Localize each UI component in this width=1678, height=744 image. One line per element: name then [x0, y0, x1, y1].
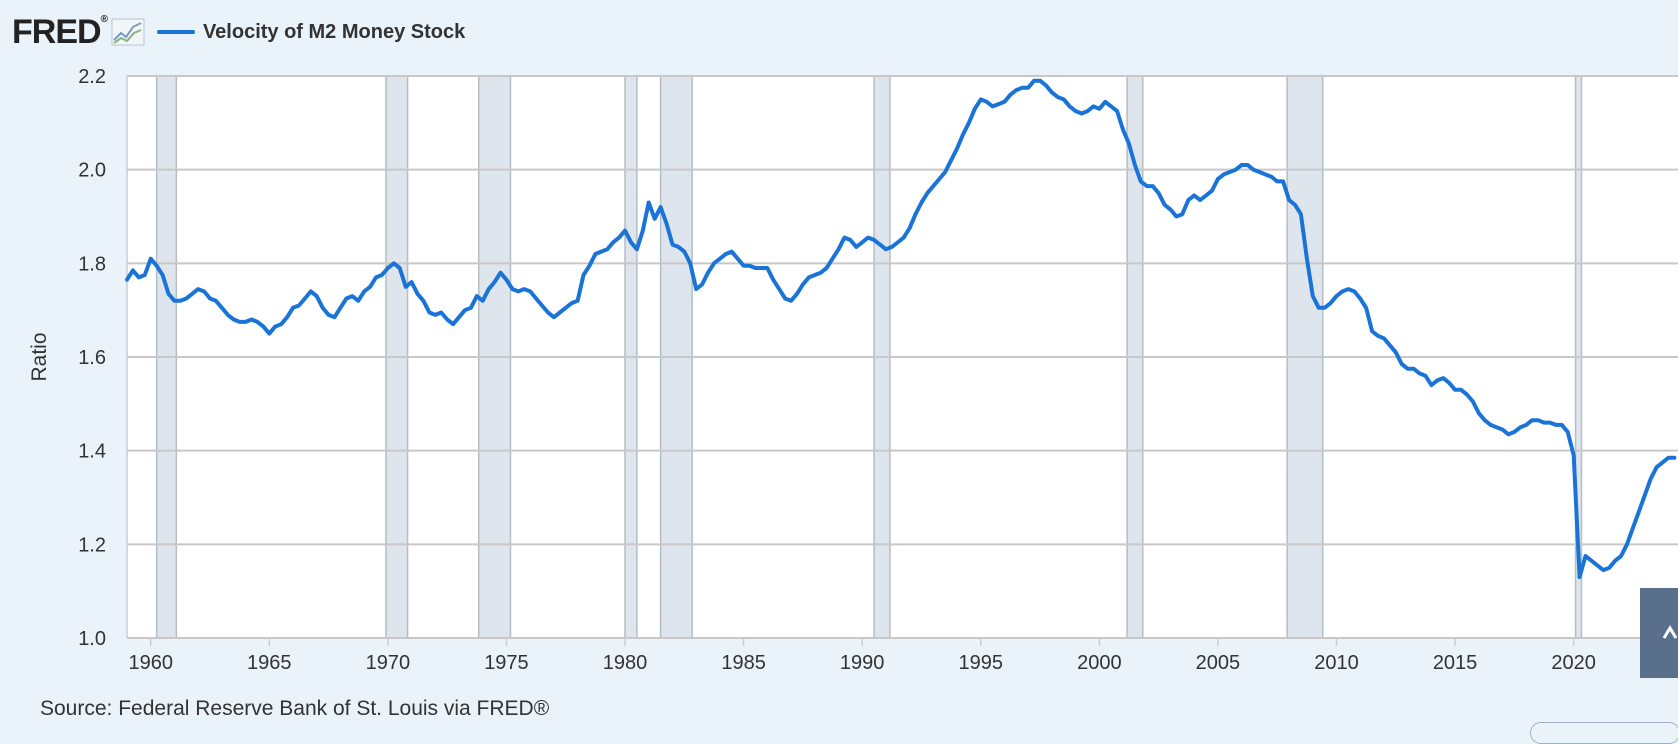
- grid-lines: [126, 75, 1678, 639]
- chart-legend[interactable]: Velocity of M2 Money Stock: [156, 20, 466, 44]
- y-tick-label: 1.4: [78, 441, 106, 463]
- series-line: [125, 78, 1677, 580]
- y-axis-label: Ratio: [28, 332, 51, 381]
- y-tick-label: 1.6: [78, 347, 106, 369]
- x-tick-label: 2020: [1551, 652, 1596, 674]
- x-tick-label: 1980: [603, 652, 648, 674]
- y-axis-ticks: 1.0 1.2 1.4 1.6 1.8 2.0 2.2: [78, 66, 106, 650]
- x-tick-label: 2005: [1196, 652, 1241, 674]
- y-tick-label: 1.2: [78, 534, 106, 556]
- chevron-icon: [1662, 625, 1678, 639]
- legend-swatch: [156, 30, 195, 34]
- fred-logo-text: FRED: [12, 13, 102, 51]
- x-tick-label: 1970: [366, 652, 411, 674]
- x-tick-label: 2015: [1433, 652, 1478, 674]
- y-tick-label: 2.0: [78, 160, 106, 182]
- x-tick-label: 2010: [1314, 652, 1359, 674]
- fred-logo[interactable]: FRED®: [12, 13, 108, 51]
- x-tick-label: 1965: [247, 652, 292, 674]
- source-text: Source: Federal Reserve Bank of St. Loui…: [40, 697, 550, 720]
- line-chart-icon: [111, 18, 145, 46]
- x-tick-label: 1960: [128, 652, 173, 674]
- x-tick-label: 1985: [721, 652, 766, 674]
- x-tick-label: 1995: [959, 652, 1004, 674]
- x-axis-ticks: 1960 1965 1970 1975 1980 1985 1990 1995 2000 2005…: [128, 638, 1596, 674]
- chart-header: FRED® Velocity of M2 Money Stock: [12, 14, 465, 50]
- y-tick-label: 1.0: [78, 628, 106, 650]
- bottom-tab[interactable]: [1530, 722, 1678, 744]
- scroll-widget[interactable]: [1640, 588, 1678, 678]
- chart-area[interactable]: 1.01.21.41.61.82.02.2 1960 1965 1970 1975 19…: [0, 0, 1678, 690]
- y-tick-label: 1.8: [78, 253, 106, 275]
- x-tick-label: 2000: [1077, 652, 1122, 674]
- fred-logo-mark: ®: [100, 14, 108, 25]
- y-tick-label: 2.2: [78, 66, 106, 88]
- x-tick-label: 1975: [484, 652, 529, 674]
- legend-label: Velocity of M2 Money Stock: [202, 20, 466, 43]
- x-tick-label: 1990: [840, 652, 885, 674]
